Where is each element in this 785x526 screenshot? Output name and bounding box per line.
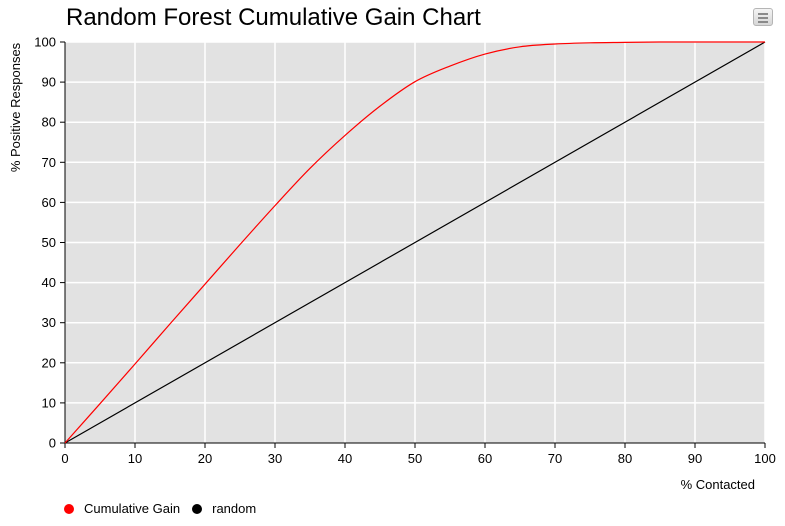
y-tick-label: 30 bbox=[42, 315, 56, 330]
y-tick-label: 10 bbox=[42, 395, 56, 410]
legend-marker-random bbox=[192, 503, 203, 514]
y-tick-label: 0 bbox=[49, 436, 56, 451]
series-layer bbox=[64, 41, 766, 444]
x-tick-label: 60 bbox=[478, 451, 492, 466]
legend-label-random: random bbox=[212, 501, 257, 516]
y-tick-label: 60 bbox=[42, 195, 56, 210]
y-tick-label: 20 bbox=[42, 355, 56, 370]
legend-label-cumulative-gain: Cumulative Gain bbox=[84, 501, 181, 516]
hamburger-menu-icon bbox=[758, 13, 768, 15]
series-line-random bbox=[64, 41, 766, 444]
x-tick-label: 10 bbox=[128, 451, 142, 466]
series-line-cumulative-gain bbox=[64, 41, 765, 444]
y-tick-label: 100 bbox=[34, 35, 56, 50]
legend-item-cumulative-gain[interactable]: Cumulative Gain bbox=[64, 501, 180, 516]
y-tick-label: 90 bbox=[42, 75, 56, 90]
x-tick-label: 80 bbox=[618, 451, 632, 466]
legend-item-random[interactable]: random bbox=[192, 501, 256, 516]
y-tick-label: 40 bbox=[42, 275, 56, 290]
hamburger-menu-icon-bar bbox=[758, 21, 768, 23]
chart-menu-button[interactable] bbox=[753, 8, 773, 26]
axes: 0 10 20 30 40 50 60 70 80 90 100 0 10 20 30 40 50 60 70 80 9… bbox=[34, 35, 776, 467]
x-axis-title: % Contacted bbox=[681, 477, 755, 492]
x-tick-label: 30 bbox=[268, 451, 282, 466]
x-tick-label: 100 bbox=[754, 451, 776, 466]
chart-title: Random Forest Cumulative Gain Chart bbox=[66, 4, 481, 31]
x-tick-label: 0 bbox=[61, 451, 68, 466]
y-tick-label: 70 bbox=[42, 155, 56, 170]
hamburger-menu-icon-bar bbox=[758, 17, 768, 19]
x-tick-label: 40 bbox=[338, 451, 352, 466]
x-tick-label: 20 bbox=[198, 451, 212, 466]
chart-legend: Cumulative Gain random bbox=[64, 501, 268, 516]
y-axis-title: % Positive Responses bbox=[8, 42, 23, 172]
x-tick-label: 50 bbox=[408, 451, 422, 466]
x-tick-label: 70 bbox=[548, 451, 562, 466]
y-tick-label: 80 bbox=[42, 115, 56, 130]
y-tick-label: 50 bbox=[42, 235, 56, 250]
legend-marker-cumulative-gain bbox=[64, 503, 74, 514]
x-tick-label: 90 bbox=[688, 451, 702, 466]
